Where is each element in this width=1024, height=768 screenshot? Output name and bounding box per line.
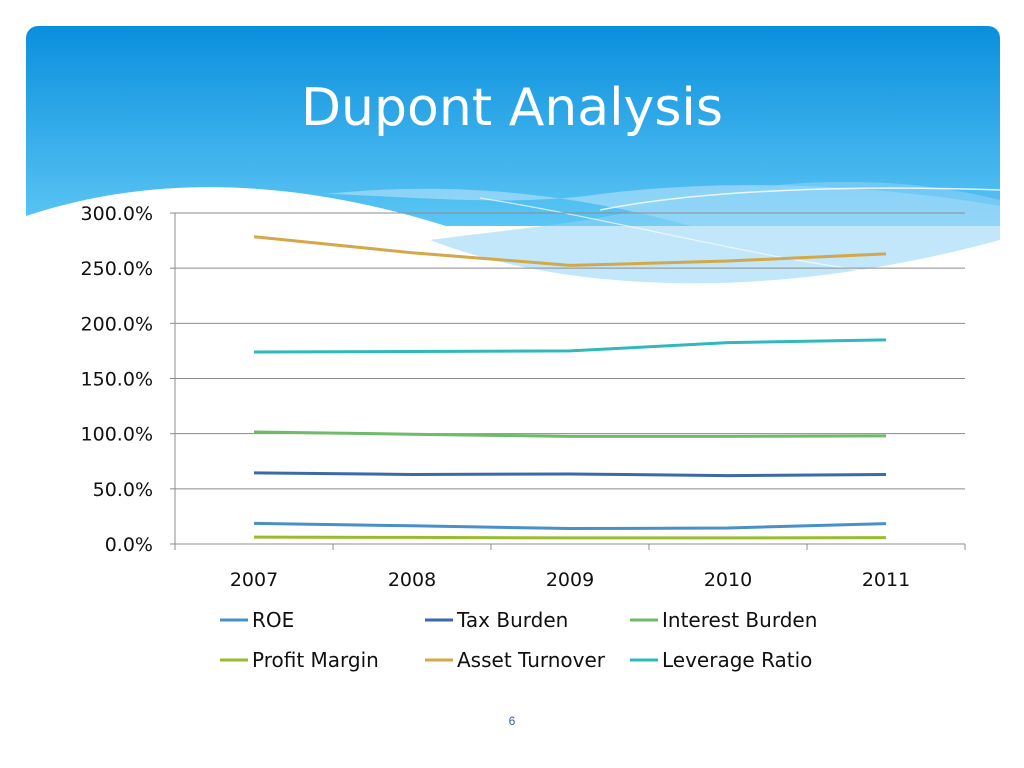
legend-entry: Leverage Ratio xyxy=(630,648,812,672)
series-line-tax-burden xyxy=(253,471,887,478)
page-number: 6 xyxy=(508,714,516,728)
y-tick-label: 0.0% xyxy=(105,534,153,556)
series-line-interest-burden xyxy=(253,430,887,438)
x-tick-label: 2010 xyxy=(704,569,752,591)
legend-entry: ROE xyxy=(220,608,294,632)
legend-label: Leverage Ratio xyxy=(662,648,812,672)
slide-title: Dupont Analysis xyxy=(301,78,723,138)
y-tick-label: 50.0% xyxy=(93,479,153,501)
y-tick-label: 150.0% xyxy=(81,369,153,391)
y-tick-label: 200.0% xyxy=(81,313,153,335)
legend-entry: Profit Margin xyxy=(220,648,379,672)
legend-label: Profit Margin xyxy=(252,648,379,672)
series-lines xyxy=(253,235,887,540)
x-tick-label: 2007 xyxy=(230,569,278,591)
legend-label: Tax Burden xyxy=(456,608,568,632)
series-line-roe xyxy=(253,521,887,531)
x-tick-label: 2008 xyxy=(388,569,436,591)
legend: ROE Tax Burden Interest Burden Profit Margi… xyxy=(220,608,817,672)
y-tick-label: 250.0% xyxy=(81,258,153,280)
legend-label: Asset Turnover xyxy=(457,648,606,672)
wave-overlay xyxy=(430,181,1001,284)
series-line-asset-turnover xyxy=(253,235,887,267)
y-tick-labels: 0.0% 50.0% 100.0% 150.0% 200.0% 250.0% 300.0% xyxy=(81,203,153,556)
axes xyxy=(170,212,966,550)
x-tick-label: 2009 xyxy=(546,569,594,591)
x-tick-label: 2011 xyxy=(862,569,910,591)
series-line-leverage-ratio xyxy=(253,338,887,354)
y-tick-label: 300.0% xyxy=(81,203,153,225)
legend-label: Interest Burden xyxy=(662,608,817,632)
x-tick-labels: 2007 2008 2009 2010 2011 xyxy=(230,569,910,591)
legend-entry: Asset Turnover xyxy=(425,648,606,672)
legend-entry: Interest Burden xyxy=(630,608,817,632)
y-tick-label: 100.0% xyxy=(81,424,153,446)
line-chart: 0.0%50.0%100.0%150.0%200.0%250.0%300.0% … xyxy=(81,203,966,672)
legend-entry: Tax Burden xyxy=(425,608,568,632)
legend-label: ROE xyxy=(252,608,294,632)
series-line-profit-margin xyxy=(253,535,887,540)
